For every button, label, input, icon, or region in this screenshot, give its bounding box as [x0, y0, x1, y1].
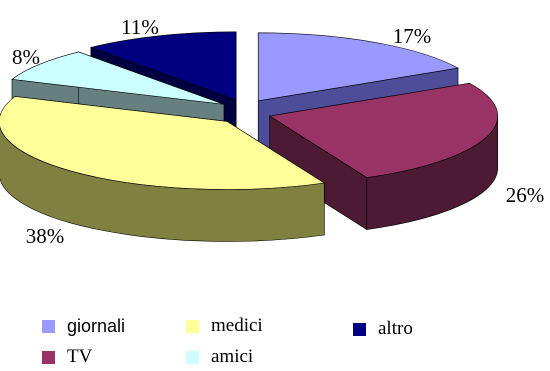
pie-slice-top-medici	[0, 96, 326, 190]
pie-slice-tv	[268, 82, 499, 231]
pie-label-tv: 26%	[506, 183, 545, 207]
pie-slices	[0, 31, 499, 242]
pie-slice-top-amici	[11, 51, 225, 105]
pie-slice-medici	[0, 96, 326, 242]
pie-label-amici: 8%	[12, 45, 40, 69]
pie-label-altro: 11%	[121, 15, 159, 39]
pie-slice-top-giornali	[257, 32, 459, 102]
pie-labels: 17% 26% 38% 8% 11%	[12, 15, 544, 248]
pie-label-giornali: 17%	[393, 24, 432, 48]
pie-slice-top-altro	[89, 31, 237, 101]
pie-label-medici: 38%	[26, 224, 65, 248]
pie-slice-top-tv	[268, 82, 499, 178]
